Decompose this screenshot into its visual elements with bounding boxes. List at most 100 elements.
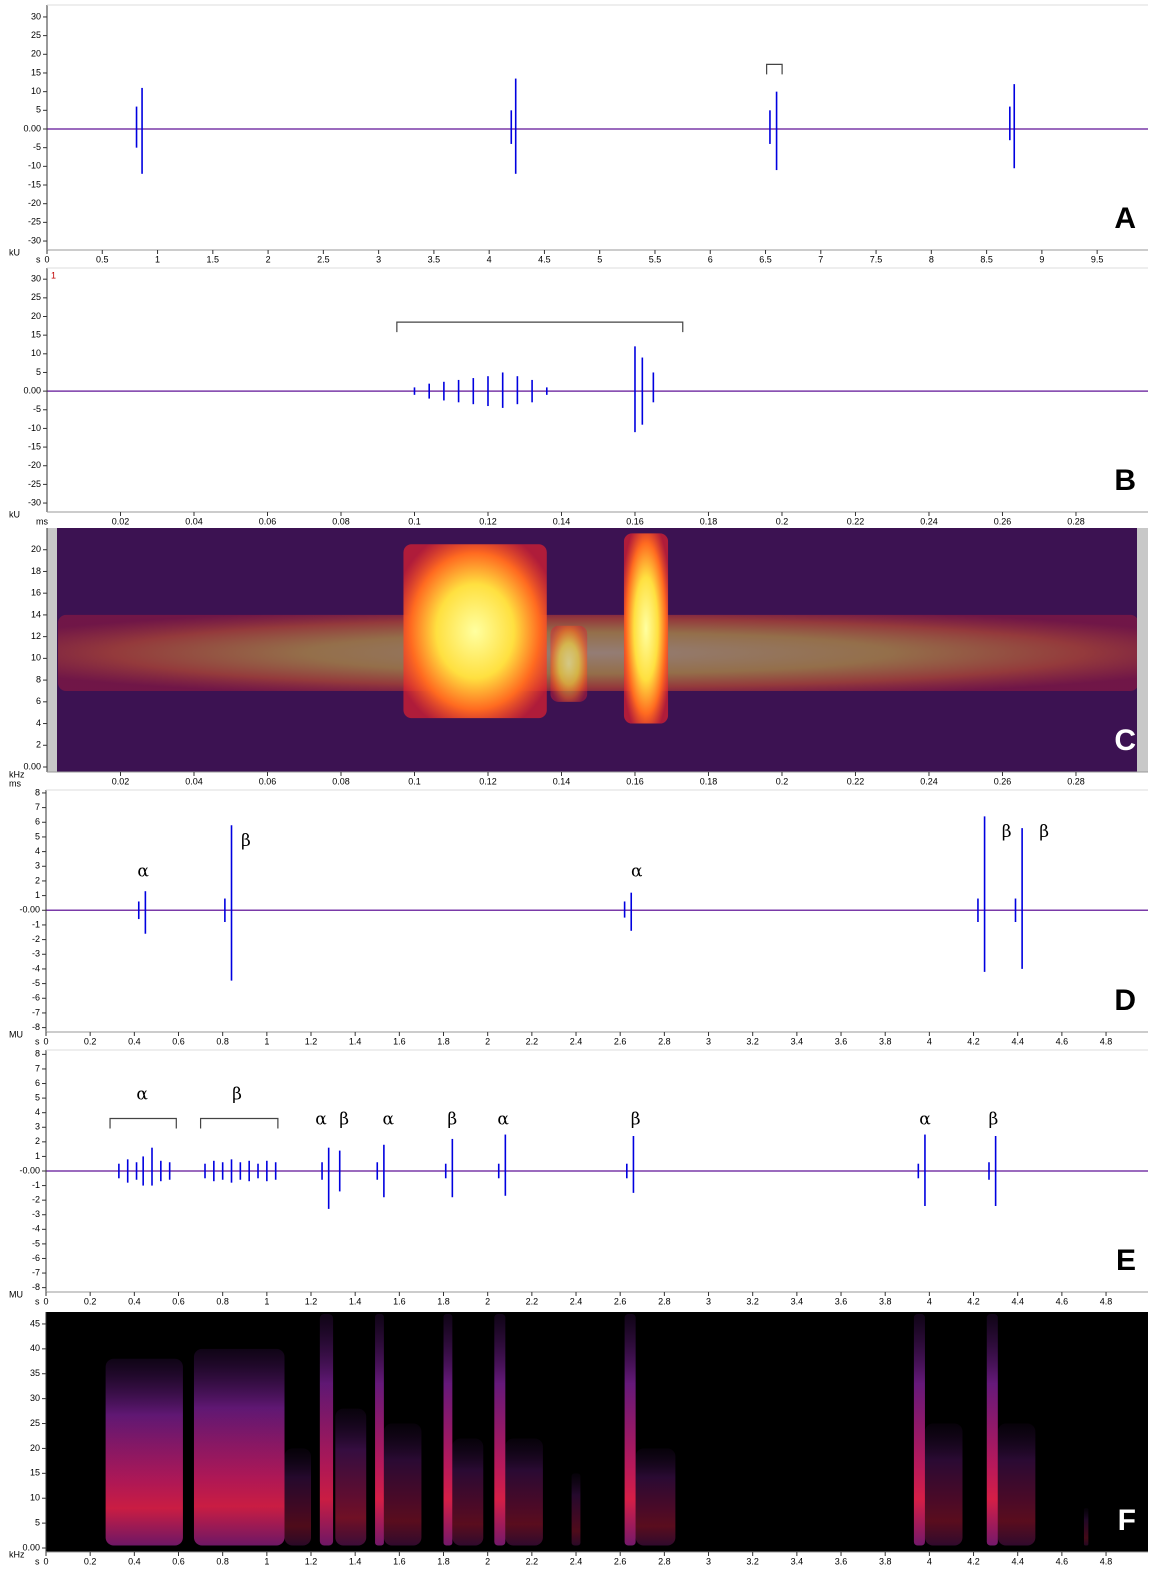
y-tick-label: -25 [28, 217, 41, 227]
annotation: β [232, 1085, 242, 1105]
y-tick-label: 25 [31, 292, 41, 302]
x-tick-label: 0.4 [128, 1036, 141, 1046]
x-tick-label: 2.2 [526, 1556, 539, 1566]
x-tick-label: 4.8 [1100, 1296, 1113, 1306]
x-tick-label: 1 [155, 254, 160, 264]
y-tick-label: 15 [31, 330, 41, 340]
energy-region [624, 1313, 636, 1546]
x-tick-label: 0.26 [994, 516, 1012, 526]
y-tick-label: 0.00 [22, 1542, 40, 1552]
energy-region [383, 1423, 422, 1546]
panel-letter: D [1114, 984, 1136, 1017]
x-tick-label: 0 [43, 1556, 48, 1566]
y-tick-label: -6 [32, 993, 40, 1003]
y-tick-label: 10 [31, 348, 41, 358]
y-tick-label: 25 [31, 30, 41, 40]
y-tick-label: -7 [32, 1267, 40, 1277]
y-tick-label: -8 [32, 1282, 40, 1292]
y-tick-label: -7 [32, 1007, 40, 1017]
x-tick-label: 0.28 [1067, 776, 1085, 786]
energy-region [375, 1313, 384, 1546]
x-tick-label: 0.02 [112, 516, 130, 526]
energy-region [452, 1438, 484, 1546]
y-tick-label: -5 [33, 142, 41, 152]
x-tick-label: 3.4 [791, 1556, 804, 1566]
annotation: α [137, 862, 149, 882]
x-tick-label: 3.6 [835, 1296, 848, 1306]
bracket [396, 321, 684, 333]
y-tick-label: -6 [32, 1253, 40, 1263]
x-tick-label: 2 [485, 1036, 490, 1046]
y-tick-label: 7 [35, 1063, 40, 1073]
y-tick-label: 6 [35, 817, 40, 827]
y-tick-label: 5 [35, 1092, 40, 1102]
energy-region [403, 544, 547, 719]
y-tick-label: -0.00 [19, 905, 40, 915]
y-tick-label: 45 [30, 1318, 40, 1328]
annotation: α [919, 1109, 931, 1129]
y-tick-label: 20 [31, 544, 41, 554]
y-tick-label: 20 [31, 311, 41, 321]
x-tick-label: 0.2 [776, 776, 789, 786]
x-tick-label: 0.22 [847, 776, 865, 786]
channel-label: 1 [51, 270, 56, 280]
x-tick-label: 0.02 [112, 776, 130, 786]
panel-letter: B [1114, 464, 1136, 497]
x-tick-label: 0.2 [84, 1296, 97, 1306]
y-tick-label: -5 [33, 404, 41, 414]
x-tick-label: 4.6 [1056, 1556, 1069, 1566]
panel-letter: C [1114, 724, 1136, 757]
panel [46, 816, 1148, 981]
y-tick-label: 5 [35, 831, 40, 841]
annotation: β [1002, 822, 1012, 842]
energy-region [635, 1448, 676, 1546]
y-tick-label: 20 [30, 1443, 40, 1453]
x-tick-label: 0.18 [700, 516, 718, 526]
energy-region [505, 1438, 543, 1546]
x-tick-label: 3 [706, 1296, 711, 1306]
x-tick-label: 1.8 [437, 1036, 450, 1046]
energy-region [319, 1313, 334, 1546]
x-tick-label: 0.6 [172, 1036, 185, 1046]
x-unit: s [35, 1036, 40, 1046]
x-tick-label: 0.04 [185, 516, 203, 526]
panel-letter: F [1118, 1504, 1136, 1537]
y-unit: kU [9, 247, 20, 257]
y-tick-label: -1 [32, 919, 40, 929]
x-tick-label: 0.04 [185, 776, 203, 786]
y-tick-label: -4 [32, 963, 40, 973]
x-tick-label: 4.6 [1056, 1296, 1069, 1306]
x-tick-label: 9.5 [1091, 254, 1104, 264]
x-tick-label: 0.28 [1067, 516, 1085, 526]
x-tick-label: 0.24 [920, 776, 938, 786]
x-tick-label: 0.4 [128, 1556, 141, 1566]
y-tick-label: 4 [36, 718, 41, 728]
x-tick-label: 2.6 [614, 1036, 627, 1046]
annotation: β [339, 1109, 349, 1129]
y-tick-label: 6 [36, 696, 41, 706]
x-tick-label: 4 [927, 1036, 932, 1046]
y-tick-label: 1 [35, 1151, 40, 1161]
annotation: α [383, 1109, 395, 1129]
margin [1137, 528, 1148, 772]
x-tick-label: 2.6 [614, 1556, 627, 1566]
x-tick-label: 3.2 [746, 1036, 759, 1046]
y-tick-label: 12 [31, 631, 41, 641]
x-tick-label: 0.2 [84, 1036, 97, 1046]
x-tick-label: 0.1 [408, 516, 421, 526]
x-tick-label: 3.2 [746, 1556, 759, 1566]
y-tick-label: 5 [35, 1517, 40, 1527]
x-tick-label: 4 [927, 1556, 932, 1566]
x-tick-label: 3.6 [835, 1036, 848, 1046]
y-tick-label: 15 [31, 67, 41, 77]
y-tick-label: -3 [32, 1209, 40, 1219]
x-tick-label: 1.6 [393, 1296, 406, 1306]
y-tick-label: 3 [35, 1122, 40, 1132]
y-tick-label: -0.00 [19, 1165, 40, 1175]
y-tick-label: -5 [32, 978, 40, 988]
x-tick-label: 2.4 [570, 1036, 583, 1046]
y-unit: kHz [9, 1549, 25, 1559]
x-tick-label: 1.2 [305, 1036, 318, 1046]
x-tick-label: 0.22 [847, 516, 865, 526]
x-tick-label: 3.4 [791, 1036, 804, 1046]
